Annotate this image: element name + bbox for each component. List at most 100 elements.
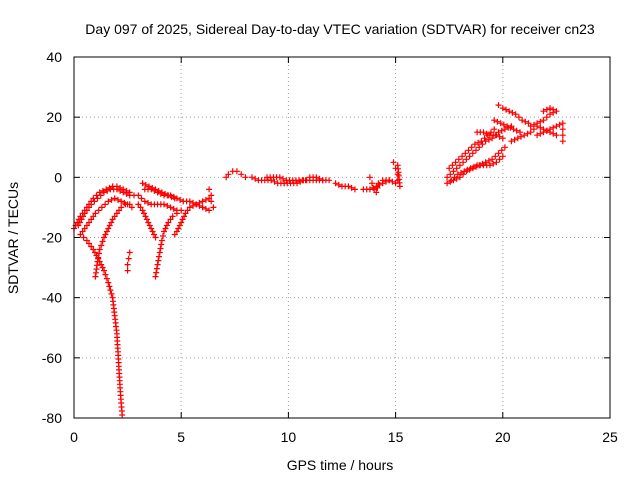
data-point (547, 126, 553, 133)
data-point (99, 238, 106, 245)
data-point (104, 187, 111, 194)
data-point (126, 201, 133, 208)
data-point (503, 106, 509, 113)
y-tick-label: 20 (46, 109, 62, 125)
data-point (559, 132, 566, 139)
data-point (534, 132, 541, 139)
data-point (491, 126, 498, 133)
data-point (199, 204, 206, 211)
data-point (155, 257, 162, 264)
data-point (158, 241, 165, 248)
data-point (208, 198, 215, 205)
data-point (524, 130, 531, 137)
data-point (167, 204, 174, 211)
data-point (119, 412, 126, 418)
data-point (392, 180, 399, 187)
x-tick-label: 0 (70, 429, 78, 445)
series-track-22 (390, 159, 403, 190)
data-point (463, 156, 470, 163)
data-point (461, 168, 468, 175)
data-point (374, 184, 381, 191)
data-point (499, 135, 506, 142)
data-point (158, 189, 165, 196)
series-track-29 (491, 117, 523, 136)
y-tick-label: -40 (42, 290, 62, 306)
data-point (470, 163, 477, 170)
data-point (115, 196, 121, 203)
data-point (225, 171, 232, 178)
data-point (169, 213, 176, 220)
series-track-06 (124, 249, 133, 274)
data-point (559, 120, 566, 127)
data-point (458, 169, 464, 176)
data-point (102, 201, 109, 208)
data-point (80, 234, 87, 241)
data-point (450, 168, 457, 175)
data-point (249, 174, 255, 181)
data-point (366, 174, 373, 181)
data-point (153, 269, 160, 276)
data-point (178, 219, 185, 226)
data-point (101, 189, 107, 196)
data-point (157, 245, 164, 252)
data-point (540, 129, 547, 136)
data-point (348, 184, 355, 191)
data-point (95, 254, 102, 261)
data-point (550, 106, 557, 113)
data-point (513, 127, 520, 134)
data-point (326, 177, 333, 184)
data-marks (71, 102, 566, 418)
data-point (459, 153, 466, 160)
data-point (149, 228, 156, 235)
x-tick-label: 15 (388, 429, 404, 445)
series-track-33 (474, 129, 506, 142)
data-point (527, 123, 534, 130)
data-point (469, 150, 476, 157)
data-point (476, 144, 483, 151)
x-tick-label: 25 (602, 429, 618, 445)
data-point (509, 109, 516, 116)
data-point (530, 121, 537, 128)
series-track-05 (92, 201, 133, 280)
data-point (107, 287, 114, 294)
data-point (118, 198, 125, 205)
data-point (113, 186, 120, 193)
data-point (504, 123, 511, 130)
data-point (108, 290, 115, 297)
data-point (105, 279, 112, 286)
data-point (345, 183, 352, 190)
data-point (165, 192, 172, 199)
series-track-19 (332, 180, 358, 193)
data-point (95, 207, 102, 214)
data-point (186, 198, 193, 205)
data-point (497, 120, 504, 127)
data-point (145, 199, 151, 206)
data-point (105, 225, 112, 232)
data-point (559, 138, 566, 145)
data-point (375, 180, 382, 187)
series-track-08 (139, 180, 178, 202)
data-point (252, 175, 259, 182)
data-point (446, 165, 453, 172)
data-point (550, 124, 557, 131)
data-point (280, 175, 286, 182)
data-point (152, 234, 159, 241)
data-point (156, 253, 162, 260)
data-point (111, 195, 118, 202)
data-point (389, 178, 396, 185)
data-point (521, 132, 528, 139)
data-point (543, 127, 550, 134)
data-point (506, 108, 513, 115)
data-point (125, 255, 132, 262)
data-point (550, 130, 557, 137)
x-axis-label: GPS time / hours (287, 457, 394, 473)
data-point (141, 198, 148, 205)
data-point (495, 102, 502, 109)
data-point (168, 193, 175, 200)
data-point (138, 195, 145, 202)
data-point (88, 201, 95, 208)
data-point (448, 177, 455, 184)
data-point (160, 233, 166, 239)
data-point (464, 166, 471, 173)
data-point (501, 144, 508, 151)
